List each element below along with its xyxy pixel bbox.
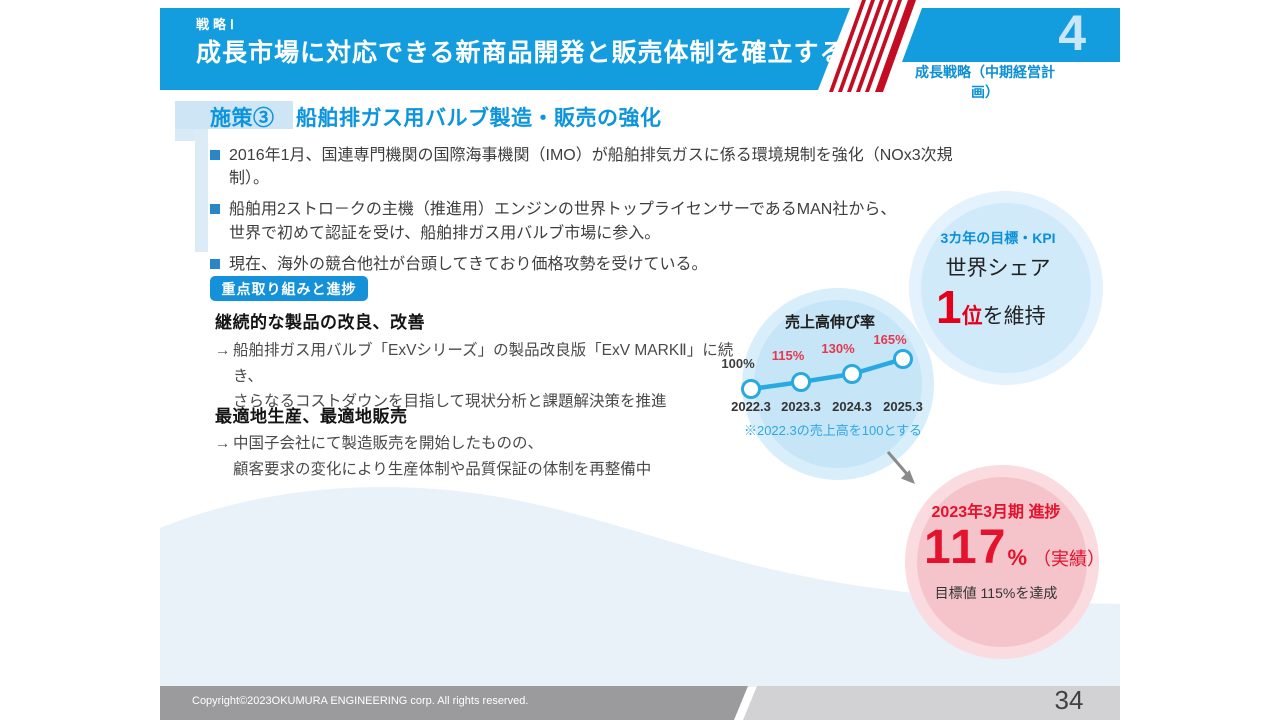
chart-value-label: 100% xyxy=(721,356,755,371)
progress-value-row: 117 % （実績） xyxy=(924,524,1105,572)
kpi-label: 3カ年の目標・KPI xyxy=(940,230,1056,246)
bullet-item: 2016年1月、国連専門機関の国際海事機関（IMO）が船舶排気ガスに係る環境規制… xyxy=(210,144,990,190)
kpi-unit: 位 xyxy=(961,305,983,328)
chart-value-label: 165% xyxy=(873,332,907,347)
footer-bar-dark xyxy=(160,686,748,720)
initiative-detail: → 中国子会社にて製造販売を開始したものの、 顧客要求の変化により生産体制や品質… xyxy=(215,431,755,482)
chart-note: ※2022.3の売上高を100とする xyxy=(743,423,923,438)
progress-actual-note: （実績） xyxy=(1033,549,1105,569)
chart-value-label: 130% xyxy=(821,341,855,356)
bullet-square-icon xyxy=(210,150,220,160)
progress-big-number: 117 xyxy=(924,521,1008,574)
progress-percent-sign: % xyxy=(1007,545,1027,570)
initiative-detail: → 船舶排ガス用バルブ「ExVシリーズ」の製品改良版「ExV MARKⅡ」に続き… xyxy=(215,338,755,415)
left-accent-band xyxy=(195,129,208,252)
kpi-suffix: を維持 xyxy=(982,305,1046,328)
progress-label: 2023年3月期 進捗 xyxy=(931,504,1061,521)
bullet-item: 現在、海外の競合他社が台頭してきており価格攻勢を受けている。 xyxy=(210,253,990,276)
chart-x-label: 2025.3 xyxy=(883,399,923,414)
wave-background xyxy=(160,487,1120,687)
arrow-icon: → xyxy=(215,435,231,452)
chart-line xyxy=(750,356,904,392)
chart-x-label: 2022.3 xyxy=(731,399,771,414)
bullet-text: 船舶用2ストロ－クの主機（推進用）エンジンの世界トップライセンサーであるMAN社… xyxy=(229,201,897,242)
initiative-heading: 最適地生産、最適地販売 xyxy=(215,407,408,426)
header-stripes xyxy=(829,0,916,92)
footer-bar-light xyxy=(743,686,1120,720)
chart-bubble-inner xyxy=(754,300,922,468)
progress-bubble-inner xyxy=(917,477,1087,647)
connector-arrow-icon xyxy=(886,451,915,484)
page-number: 34 xyxy=(1054,685,1084,715)
header-bar xyxy=(160,8,850,90)
section-title: 施策③ 船舶排ガス用バルブ製造・販売の強化 xyxy=(210,107,662,130)
chart-markers xyxy=(741,349,913,399)
chapter-label: 成長戦略（中期経営計画） xyxy=(915,64,1055,100)
initiative-text: 船舶排ガス用バルブ「ExVシリーズ」の製品改良版「ExV MARKⅡ」に続き、 … xyxy=(233,342,734,411)
kpi-big-number: 1 xyxy=(936,281,962,333)
initiatives-badge: 重点取り組みと進捗 xyxy=(210,276,368,301)
chart-x-label: 2024.3 xyxy=(832,399,872,414)
chart-x-label: 2023.3 xyxy=(781,399,821,414)
chapter-number-box xyxy=(902,8,1120,62)
progress-caption: 目標値 115%を達成 xyxy=(934,585,1058,601)
bullet-square-icon xyxy=(210,204,220,215)
chart-title: 売上高伸び率 xyxy=(784,314,875,331)
chapter-number: 4 xyxy=(1058,5,1086,61)
bullet-square-icon xyxy=(210,258,220,269)
bullet-text: 2016年1月、国連専門機関の国際海事機関（IMO）が船舶排気ガスに係る環境規制… xyxy=(229,147,953,188)
copyright-text: Copyright©2023OKUMURA ENGINEERING corp. … xyxy=(192,695,529,707)
kpi-bubble-inner xyxy=(921,203,1091,373)
slide-shapes xyxy=(160,0,1120,720)
bullet-list: 2016年1月、国連専門機関の国際海事機関（IMO）が船舶排気ガスに係る環境規制… xyxy=(210,144,990,284)
title-highlight-block xyxy=(175,101,293,129)
initiative-heading: 継続的な製品の改良、改善 xyxy=(215,313,425,332)
kpi-text: 世界シェア xyxy=(945,257,1051,280)
bullet-item: 船舶用2ストロ－クの主機（推進用）エンジンの世界トップライセンサーであるMAN社… xyxy=(210,198,990,244)
chart-value-label: 115% xyxy=(771,348,805,363)
bullet-text: 現在、海外の競合他社が台頭してきており価格攻勢を受けている。 xyxy=(229,255,708,273)
strategy-eyebrow: 戦略Ⅰ xyxy=(196,17,238,32)
initiative-text: 中国子会社にて製造販売を開始したものの、 顧客要求の変化により生産体制や品質保証… xyxy=(233,435,652,478)
arrow-icon: → xyxy=(215,342,231,359)
slide: 戦略Ⅰ 成長市場に対応できる新商品開発と販売体制を確立する 4 成長戦略（中期経… xyxy=(160,0,1120,720)
slide-title: 成長市場に対応できる新商品開発と販売体制を確立する xyxy=(196,39,846,67)
kpi-value-row: 1 位 を維持 xyxy=(936,284,1046,330)
